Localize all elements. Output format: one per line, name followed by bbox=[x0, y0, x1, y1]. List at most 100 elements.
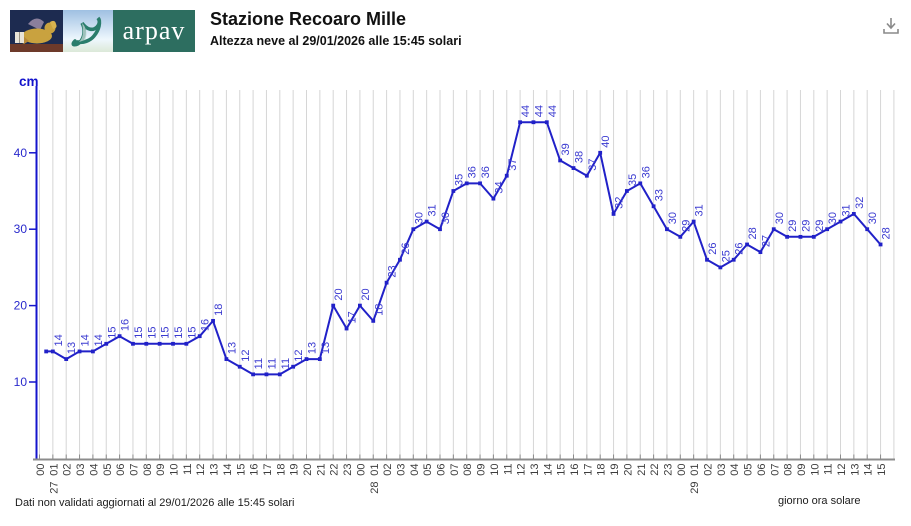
point-label: 29 bbox=[814, 220, 826, 232]
page-subtitle: Altezza neve al 29/01/2026 alle 15:45 so… bbox=[210, 34, 462, 48]
point-label: 17 bbox=[347, 311, 359, 323]
svg-text:15: 15 bbox=[235, 464, 247, 476]
svg-text:00: 00 bbox=[35, 464, 47, 476]
svg-text:00: 00 bbox=[355, 464, 367, 476]
point-label: 15 bbox=[173, 327, 185, 339]
data-point bbox=[291, 364, 296, 369]
svg-text:04: 04 bbox=[729, 464, 741, 476]
svg-text:01: 01 bbox=[369, 464, 381, 476]
data-point bbox=[157, 341, 162, 346]
point-label: 25 bbox=[720, 250, 732, 262]
arpav-mark-logo bbox=[63, 10, 113, 52]
svg-text:16: 16 bbox=[249, 464, 261, 476]
arpav-wordmark: arpav bbox=[113, 10, 195, 52]
svg-text:23: 23 bbox=[662, 464, 674, 476]
svg-text:08: 08 bbox=[142, 464, 154, 476]
x-axis-caption: giorno ora solare bbox=[778, 495, 861, 507]
point-label: 36 bbox=[640, 166, 652, 178]
series-line bbox=[44, 120, 883, 377]
point-label: 30 bbox=[667, 212, 679, 224]
svg-text:23: 23 bbox=[342, 464, 354, 476]
svg-text:16: 16 bbox=[569, 464, 581, 476]
x-tick-labels: 00 01 02 03 04 05 06 07 08 09 10 11 12 13 14 15 16 17 18 19… bbox=[35, 464, 888, 494]
data-point bbox=[117, 334, 122, 339]
point-label: 15 bbox=[160, 327, 172, 339]
point-label: 13 bbox=[307, 342, 319, 354]
venice-lion-logo bbox=[10, 10, 63, 52]
data-point bbox=[411, 227, 416, 232]
svg-text:18: 18 bbox=[275, 464, 287, 476]
point-label: 12 bbox=[293, 349, 305, 361]
point-label: 13 bbox=[226, 342, 238, 354]
svg-text:11: 11 bbox=[502, 464, 514, 475]
point-label: 35 bbox=[627, 174, 639, 186]
svg-text:07: 07 bbox=[128, 464, 140, 476]
point-label: 37 bbox=[587, 158, 599, 170]
data-point bbox=[571, 166, 576, 170]
data-point bbox=[331, 303, 336, 308]
data-point bbox=[317, 357, 322, 361]
svg-text:10: 10 bbox=[14, 375, 28, 389]
point-label: 13 bbox=[320, 342, 332, 354]
data-point bbox=[144, 341, 149, 346]
svg-text:11: 11 bbox=[823, 464, 835, 475]
data-point bbox=[104, 341, 109, 346]
data-point bbox=[358, 303, 362, 308]
data-point bbox=[598, 150, 603, 155]
data-point bbox=[838, 219, 843, 224]
data-point bbox=[611, 212, 616, 216]
data-point bbox=[184, 341, 189, 346]
svg-text:03: 03 bbox=[716, 464, 728, 476]
svg-text:04: 04 bbox=[409, 464, 421, 476]
data-point bbox=[384, 280, 389, 285]
svg-text:17: 17 bbox=[582, 464, 594, 476]
data-point bbox=[745, 242, 749, 247]
point-label: 14 bbox=[93, 334, 105, 346]
point-label: 11 bbox=[266, 358, 278, 369]
svg-text:05: 05 bbox=[743, 464, 755, 476]
svg-text:19: 19 bbox=[289, 464, 301, 476]
svg-text:29: 29 bbox=[689, 482, 701, 494]
data-point bbox=[478, 181, 482, 186]
svg-text:10: 10 bbox=[489, 464, 501, 476]
svg-text:14: 14 bbox=[222, 464, 234, 476]
data-point bbox=[718, 265, 723, 270]
point-label: 40 bbox=[600, 136, 612, 148]
point-label: 36 bbox=[467, 166, 479, 178]
point-label: 32 bbox=[854, 197, 866, 209]
svg-text:03: 03 bbox=[395, 464, 407, 476]
svg-text:12: 12 bbox=[516, 464, 528, 476]
svg-text:05: 05 bbox=[102, 464, 114, 476]
svg-text:40: 40 bbox=[14, 146, 28, 160]
title-block: Stazione Recoaro Mille Altezza neve al 2… bbox=[210, 8, 462, 48]
data-point bbox=[665, 227, 669, 232]
data-point bbox=[771, 227, 776, 232]
svg-text:09: 09 bbox=[155, 464, 167, 476]
data-point bbox=[197, 334, 202, 339]
point-label: 29 bbox=[800, 220, 812, 232]
point-label: 23 bbox=[387, 265, 399, 277]
data-point bbox=[398, 257, 402, 262]
data-point bbox=[865, 227, 870, 232]
point-label: 29 bbox=[787, 220, 799, 232]
data-point bbox=[851, 212, 856, 216]
data-point bbox=[237, 364, 242, 369]
data-point bbox=[625, 189, 629, 193]
data-point bbox=[798, 234, 803, 239]
axes bbox=[29, 86, 895, 461]
point-label: 26 bbox=[707, 243, 719, 255]
point-label: 34 bbox=[493, 181, 505, 193]
point-label: 30 bbox=[440, 212, 452, 224]
svg-text:09: 09 bbox=[796, 464, 808, 476]
svg-text:01: 01 bbox=[48, 464, 60, 476]
data-point bbox=[264, 372, 269, 377]
point-label: 29 bbox=[680, 220, 692, 232]
data-point bbox=[638, 181, 643, 186]
download-button[interactable] bbox=[878, 14, 904, 40]
data-point bbox=[878, 242, 883, 247]
point-label: 20 bbox=[360, 288, 372, 300]
data-point bbox=[811, 234, 816, 239]
point-label: 14 bbox=[80, 334, 92, 346]
